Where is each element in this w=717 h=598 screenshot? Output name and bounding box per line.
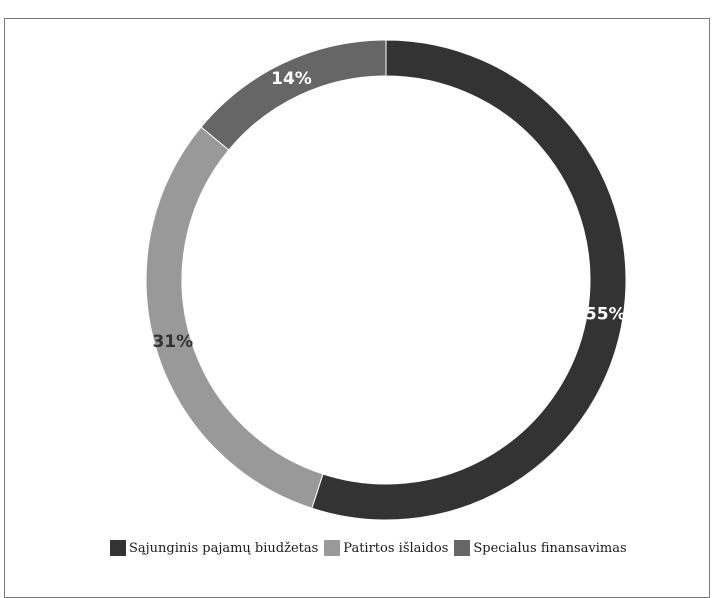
legend-swatch-3 [454,540,471,556]
donut-chart: 55% 31% 14% [145,39,627,521]
donut-slice-1 [311,39,627,521]
legend-label-2: Patirtos išlaidos [343,540,449,556]
legend-item-1: Sąjunginis pajamų biudžetas [110,540,318,556]
slice-data-label-2: 31% [152,332,193,352]
legend-label-1: Sąjunginis pajamų biudžetas [129,540,319,556]
donut-slice-2 [145,126,324,509]
legend-item-2: Patirtos išlaidos [324,540,448,556]
legend-swatch-2 [324,540,341,556]
legend-item-3: Specialus finansavimas [454,540,627,556]
legend-label-3: Specialus finansavimas [473,540,627,556]
chart-legend: Sąjunginis pajamų biudžetas Patirtos išla… [110,538,633,558]
legend-swatch-1 [110,540,126,556]
donut-slice-3 [200,39,387,151]
slice-data-label-3: 14% [271,69,312,89]
slice-data-label-1: 55% [585,305,626,325]
